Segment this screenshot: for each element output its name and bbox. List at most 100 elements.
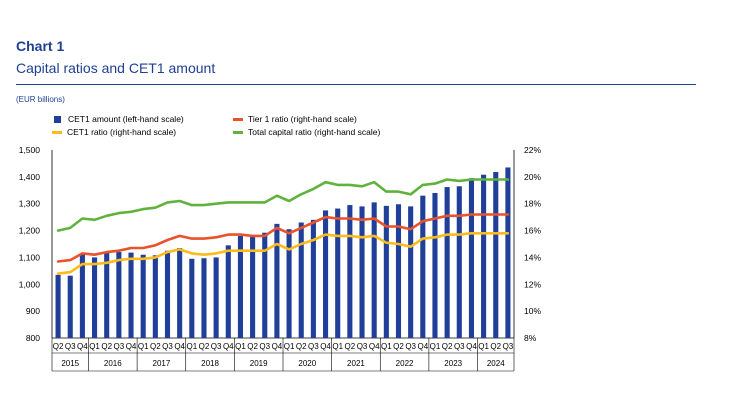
quarter-label: Q1 (235, 342, 246, 351)
quarter-label: Q2 (442, 342, 453, 351)
left-tick-label: 1,000 (19, 279, 41, 289)
year-label: 2022 (396, 359, 414, 368)
line-total-capital-ratio (56, 178, 510, 232)
quarter-label: Q4 (126, 342, 137, 351)
left-tick-label: 1,400 (19, 172, 41, 182)
bar-cet1-amount (237, 235, 244, 338)
legend-label-total-capital-ratio: Total capital ratio (right-hand scale) (248, 127, 381, 137)
year-label: 2016 (104, 359, 122, 368)
legend-label-cet1-amount: CET1 amount (left-hand scale) (68, 114, 184, 124)
quarter-label: Q3 (503, 342, 514, 351)
bar-cet1-amount (468, 178, 475, 338)
year-label: 2017 (153, 359, 171, 368)
quarter-label: Q2 (490, 342, 501, 351)
bar-cet1-amount (371, 202, 377, 338)
right-tick-label: 18% (524, 199, 541, 209)
bar-cet1-amount (505, 167, 511, 338)
line-cet1-ratio (56, 232, 510, 275)
year-label: 2020 (298, 359, 316, 368)
legend-swatch-total-capital-ratio (233, 130, 243, 134)
quarter-label: Q3 (357, 342, 368, 351)
legend-label-cet1-ratio: CET1 ratio (right-hand scale) (67, 127, 177, 137)
bar-cet1-amount (481, 174, 487, 338)
right-tick-label: 12% (524, 279, 541, 289)
quarter-label: Q3 (114, 342, 125, 351)
left-tick-label: 1,200 (19, 226, 41, 236)
bar-cet1-amount (91, 257, 98, 338)
bar-cet1-amount (67, 275, 73, 338)
bar-cet1-amount (189, 258, 195, 338)
quarter-label: Q1 (430, 342, 441, 351)
quarter-label: Q4 (320, 342, 331, 351)
chart-title: Capital ratios and CET1 amount (16, 60, 216, 76)
right-tick-label: 10% (524, 306, 541, 316)
quarter-label: Q2 (53, 342, 64, 351)
legend-item-total-capital-ratio: Total capital ratio (right-hand scale) (233, 127, 380, 137)
bar-cet1-amount (128, 252, 134, 338)
year-label: 2019 (250, 359, 268, 368)
legend-item-cet1-ratio: CET1 ratio (right-hand scale) (52, 127, 176, 137)
legend-label-tier1-ratio: Tier 1 ratio (right-hand scale) (248, 114, 357, 124)
quarter-label: Q2 (150, 342, 161, 351)
bar-cet1-amount (104, 252, 110, 338)
left-tick-label: 1,300 (19, 199, 41, 209)
bar-cet1-amount (140, 254, 146, 338)
quarter-label: Q4 (272, 342, 283, 351)
right-tick-label: 22% (524, 145, 541, 155)
quarter-label: Q4 (77, 342, 88, 351)
quarter-label: Q1 (381, 342, 392, 351)
quarter-label: Q1 (138, 342, 149, 351)
legend-item-tier1-ratio: Tier 1 ratio (right-hand scale) (233, 114, 357, 124)
quarter-label: Q1 (284, 342, 295, 351)
right-tick-label: 8% (524, 333, 537, 343)
left-tick-label: 1,100 (19, 252, 41, 262)
quarter-label: Q2 (199, 342, 210, 351)
year-label: 2015 (61, 359, 79, 368)
bar-cet1-amount (432, 192, 438, 338)
quarter-label: Q3 (405, 342, 416, 351)
year-label: 2023 (444, 359, 462, 368)
year-label: 2024 (487, 359, 505, 368)
year-label: 2018 (201, 359, 219, 368)
bar-cet1-amount (420, 195, 426, 338)
bar-cet1-amount (225, 245, 231, 338)
year-label: 2021 (347, 359, 365, 368)
bar-cet1-amount (177, 248, 183, 338)
left-tick-label: 900 (26, 306, 40, 316)
quarter-label: Q3 (65, 342, 76, 351)
right-tick-label: 14% (524, 252, 541, 262)
bar-cet1-amount (408, 206, 414, 338)
bar-cet1-amount (213, 257, 219, 338)
bar-cet1-amount (164, 250, 171, 338)
bar-cet1-amount (347, 205, 353, 338)
legend-swatch-tier1-ratio (233, 117, 243, 121)
bar-cet1-amount (359, 206, 365, 338)
legend-swatch-cet1-ratio (52, 130, 62, 134)
quarter-label: Q3 (211, 342, 222, 351)
bar-cet1-amount (55, 274, 61, 338)
quarter-label: Q4 (417, 342, 428, 351)
bar-cet1-amount (456, 186, 462, 338)
left-tick-label: 800 (26, 333, 40, 343)
quarter-label: Q2 (345, 342, 356, 351)
bar-cet1-amount (444, 187, 450, 338)
quarter-label: Q2 (247, 342, 258, 351)
quarter-label: Q2 (393, 342, 404, 351)
quarter-label: Q3 (308, 342, 319, 351)
quarter-label: Q1 (478, 342, 489, 351)
unit-label: (EUR billions) (16, 95, 65, 104)
legend-swatch-cet1-amount (54, 115, 61, 123)
quarter-label: Q1 (332, 342, 343, 351)
quarter-label: Q4 (466, 342, 477, 351)
bar-cet1-amount (395, 204, 402, 338)
bar-cet1-amount (493, 172, 499, 338)
bar-cet1-amount (335, 208, 341, 338)
bar-cet1-amount (116, 252, 122, 338)
bar-cet1-amount (152, 255, 158, 338)
quarter-label: Q4 (223, 342, 234, 351)
bar-cet1-amount (79, 254, 85, 338)
bar-cet1-amount (310, 219, 316, 338)
quarter-label: Q3 (162, 342, 173, 351)
chart-label: Chart 1 (16, 38, 65, 54)
